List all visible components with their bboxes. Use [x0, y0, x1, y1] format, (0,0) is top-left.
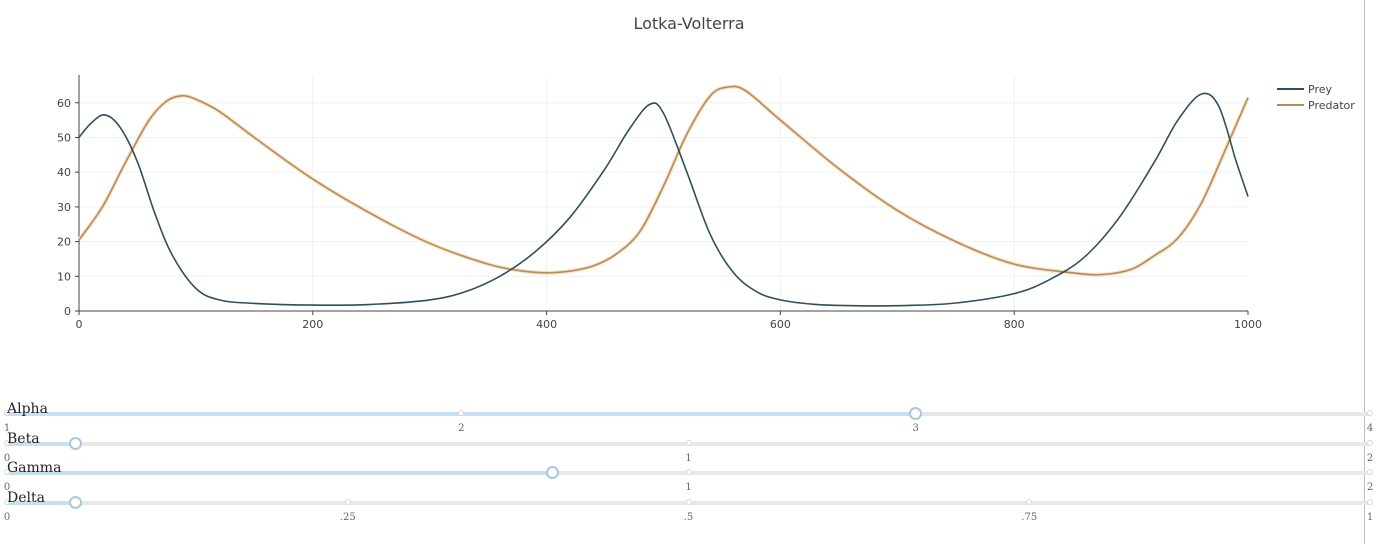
beta-slider-tick-label: 0 — [3, 453, 11, 464]
x-tick-label: 600 — [770, 318, 791, 331]
delta-slider-fill — [7, 501, 76, 505]
delta-slider-label: Delta — [7, 490, 45, 506]
gamma-slider-tick — [4, 469, 10, 475]
delta-slider-tick-label: .5 — [683, 512, 694, 523]
beta-slider-handle[interactable] — [68, 437, 82, 450]
y-tick-label: 50 — [57, 131, 71, 144]
gamma-slider-tick-label: 0 — [3, 482, 11, 493]
beta-slider-fill — [7, 442, 76, 446]
x-tick-label: 800 — [1004, 318, 1025, 331]
gamma-slider: 0 1 2 Gamma — [0, 460, 1378, 501]
delta-slider-tick — [4, 499, 10, 505]
gamma-slider-fill — [7, 471, 553, 475]
x-tick-label: 0 — [76, 318, 83, 331]
chart-title: Lotka-Volterra — [633, 14, 745, 33]
beta-slider-tick-label: 2 — [1366, 453, 1374, 464]
y-tick-label: 40 — [57, 166, 71, 179]
legend-label-predator: Predator — [1308, 99, 1355, 112]
gamma-slider-tick-label: 2 — [1366, 482, 1374, 493]
predator-series-line — [78, 85, 1249, 276]
delta-slider-tick-label: .75 — [1021, 512, 1038, 523]
alpha-slider-label: Alpha — [7, 401, 48, 417]
gamma-slider-tick — [1367, 469, 1373, 475]
delta-slider-handle[interactable] — [68, 496, 82, 509]
delta-slider-tick — [685, 499, 692, 505]
beta-slider: 0 1 2 Beta — [0, 431, 1378, 472]
gamma-slider-tick-label: 1 — [685, 482, 692, 493]
legend-label-prey: Prey — [1308, 83, 1332, 96]
beta-slider-label: Beta — [7, 431, 40, 447]
beta-slider-tick — [4, 440, 10, 446]
x-tick-label: 400 — [536, 318, 557, 331]
prey-series-line — [78, 92, 1249, 307]
y-tick-label: 60 — [57, 97, 71, 110]
gamma-slider-tick — [685, 469, 692, 475]
x-tick-label: 200 — [302, 318, 323, 331]
alpha-slider-tick-label: 1 — [3, 423, 11, 434]
alpha-slider-tick — [458, 410, 465, 416]
beta-slider-tick — [1367, 440, 1373, 446]
delta-slider-tick-label: .25 — [339, 512, 356, 523]
gamma-slider-handle[interactable] — [545, 466, 559, 479]
delta-slider-tick-label: 0 — [3, 512, 11, 523]
delta-slider-tick — [1026, 499, 1033, 505]
alpha-slider-handle[interactable] — [909, 407, 923, 420]
beta-slider-tick-label: 1 — [685, 453, 692, 464]
delta-slider-tick — [1367, 499, 1373, 505]
delta-slider: 0 .25 .5 .75 1 Delta — [0, 490, 1378, 531]
panel-border — [1364, 0, 1365, 544]
delta-slider-tick-label: 1 — [1366, 512, 1374, 523]
alpha-slider-tick-label: 2 — [458, 423, 465, 434]
alpha-slider: 1 2 3 4 Alpha — [0, 401, 1378, 442]
gamma-slider-label: Gamma — [7, 460, 62, 476]
alpha-slider-tick-label: 4 — [1366, 423, 1374, 434]
alpha-slider-tick — [4, 410, 10, 416]
beta-slider-tick — [685, 440, 692, 446]
y-tick-label: 20 — [57, 236, 71, 249]
y-tick-label: 0 — [64, 305, 71, 318]
x-tick-label: 1000 — [1234, 318, 1262, 331]
y-tick-label: 10 — [57, 270, 71, 283]
y-tick-label: 30 — [57, 201, 71, 214]
delta-slider-tick — [344, 499, 351, 505]
alpha-slider-tick — [1367, 410, 1373, 416]
alpha-slider-tick-label: 3 — [912, 423, 919, 434]
